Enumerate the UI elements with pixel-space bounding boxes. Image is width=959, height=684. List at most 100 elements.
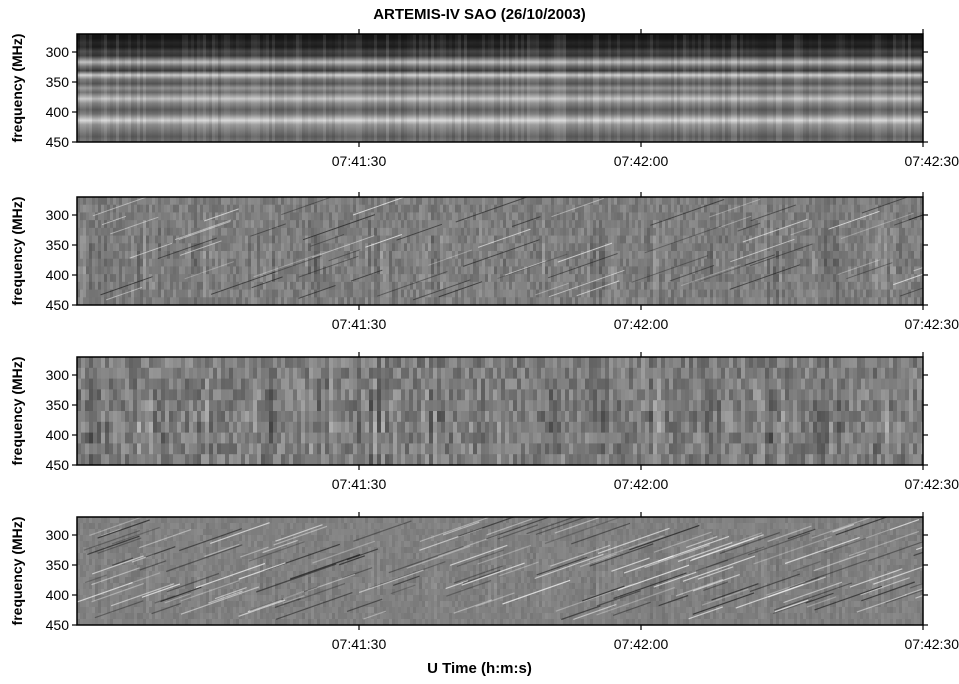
spectrum-cell [686,297,689,305]
spectrum-cell [353,204,356,213]
x-tick-label: 07:41:30 [332,153,387,169]
spectrum-cell [215,251,218,260]
spectrum-cell [419,266,422,275]
spectrum-cell [446,212,449,221]
spectrum-cell [551,266,554,275]
spectrum-cell [713,251,716,260]
spectrum-cell [105,400,109,412]
spectrum-cell [249,367,253,380]
spectrum-cell [461,274,464,283]
spectrum-cell [746,197,749,206]
spectrum-cell [668,281,671,291]
spectrum-cell [251,243,254,252]
spectrum-cell [81,357,85,369]
spectrum-cell [692,235,695,244]
spectrum-cell [173,421,177,434]
spectrum-cell [857,266,860,275]
spectrum-cell [464,289,467,298]
spectrum-cell [494,197,497,206]
spectrum-cell [185,204,188,213]
spectrum-cell [129,367,133,380]
spectrum-cell [167,274,170,283]
spectrum-cell [635,197,638,206]
spectrum-cell [254,197,257,206]
spectrum-cell [620,289,623,298]
spectrum-cell [281,274,284,283]
spectrum-cell [851,258,854,267]
spectrum-cell [197,432,201,444]
spectrum-cell [674,266,677,275]
spectrum-cell [701,227,704,237]
spectrum-cell [782,289,785,298]
spectrum-cell [779,251,782,260]
spectrum-cell [869,220,872,229]
spectrum-cell [131,281,134,291]
spectrum-cell [217,432,221,444]
spectrum-cell [161,421,165,434]
spectrum-cell [524,281,527,291]
spectrum-cell [146,212,149,221]
spectrum-cell [692,258,695,267]
spectrum-cell [155,227,158,237]
spectrum-cell [362,281,365,291]
spectrum-cell [321,421,325,434]
spectrum-cell [301,432,305,444]
drift-stripe [846,262,893,280]
spectrum-cell [191,251,194,260]
spectrum-cell [83,251,86,260]
spectrum-cell [289,378,293,390]
spectrum-cell [392,258,395,267]
spectrum-cell [458,258,461,267]
spectrum-cell [545,289,548,298]
band-texture [512,34,515,142]
spectrum-cell [104,266,107,275]
spectrum-cell [177,432,181,444]
spectrum-cell [836,235,839,244]
spectrum-cell [902,212,905,221]
spectrum-cell [866,204,869,213]
spectrum-cell [101,378,105,390]
spectrum-cell [752,251,755,260]
spectrum-cell [173,443,177,455]
spectrum-cell [323,235,326,244]
spectrum-cell [275,243,278,252]
spectrum-cell [602,197,605,206]
spectrum-cell [101,266,104,275]
spectrum-cell [833,281,836,291]
spectrum-cell [353,243,356,252]
band-texture [92,34,95,142]
spectrum-cell [189,400,193,412]
spectrum-cell [878,258,881,267]
spectrum-cell [293,378,297,390]
spectrum-cell [566,220,569,229]
spectrum-cell [269,204,272,213]
spectrum-cell [227,274,230,283]
spectrum-cell [821,204,824,213]
spectrum-cell [143,258,146,267]
spectrum-cell [86,227,89,237]
spectrum-cell [313,443,317,455]
spectrum-cell [335,274,338,283]
band-texture [416,34,419,142]
spectrum-cell [224,289,227,298]
spectrum-cell [788,266,791,275]
spectrum-cell [830,243,833,252]
spectrum-cell [509,251,512,260]
spectrum-cell [145,367,149,380]
spectrum-cell [581,297,584,305]
spectrum-cell [911,204,914,213]
spectrum-cell [332,204,335,213]
spectrum-cell [818,243,821,252]
spectrum-cell [749,243,752,252]
y-tick-label: 300 [46,44,70,60]
spectrum-cell [253,389,257,401]
spectrum-cell [105,432,109,444]
spectrum-cell [308,204,311,213]
spectrum-cell [695,243,698,252]
spectrum-cell [737,235,740,244]
spectrum-cell [329,266,332,275]
band-texture [230,34,233,142]
spectrum-cell [297,378,301,390]
spectrum-cell [241,378,245,390]
spectrum-cell [260,281,263,291]
